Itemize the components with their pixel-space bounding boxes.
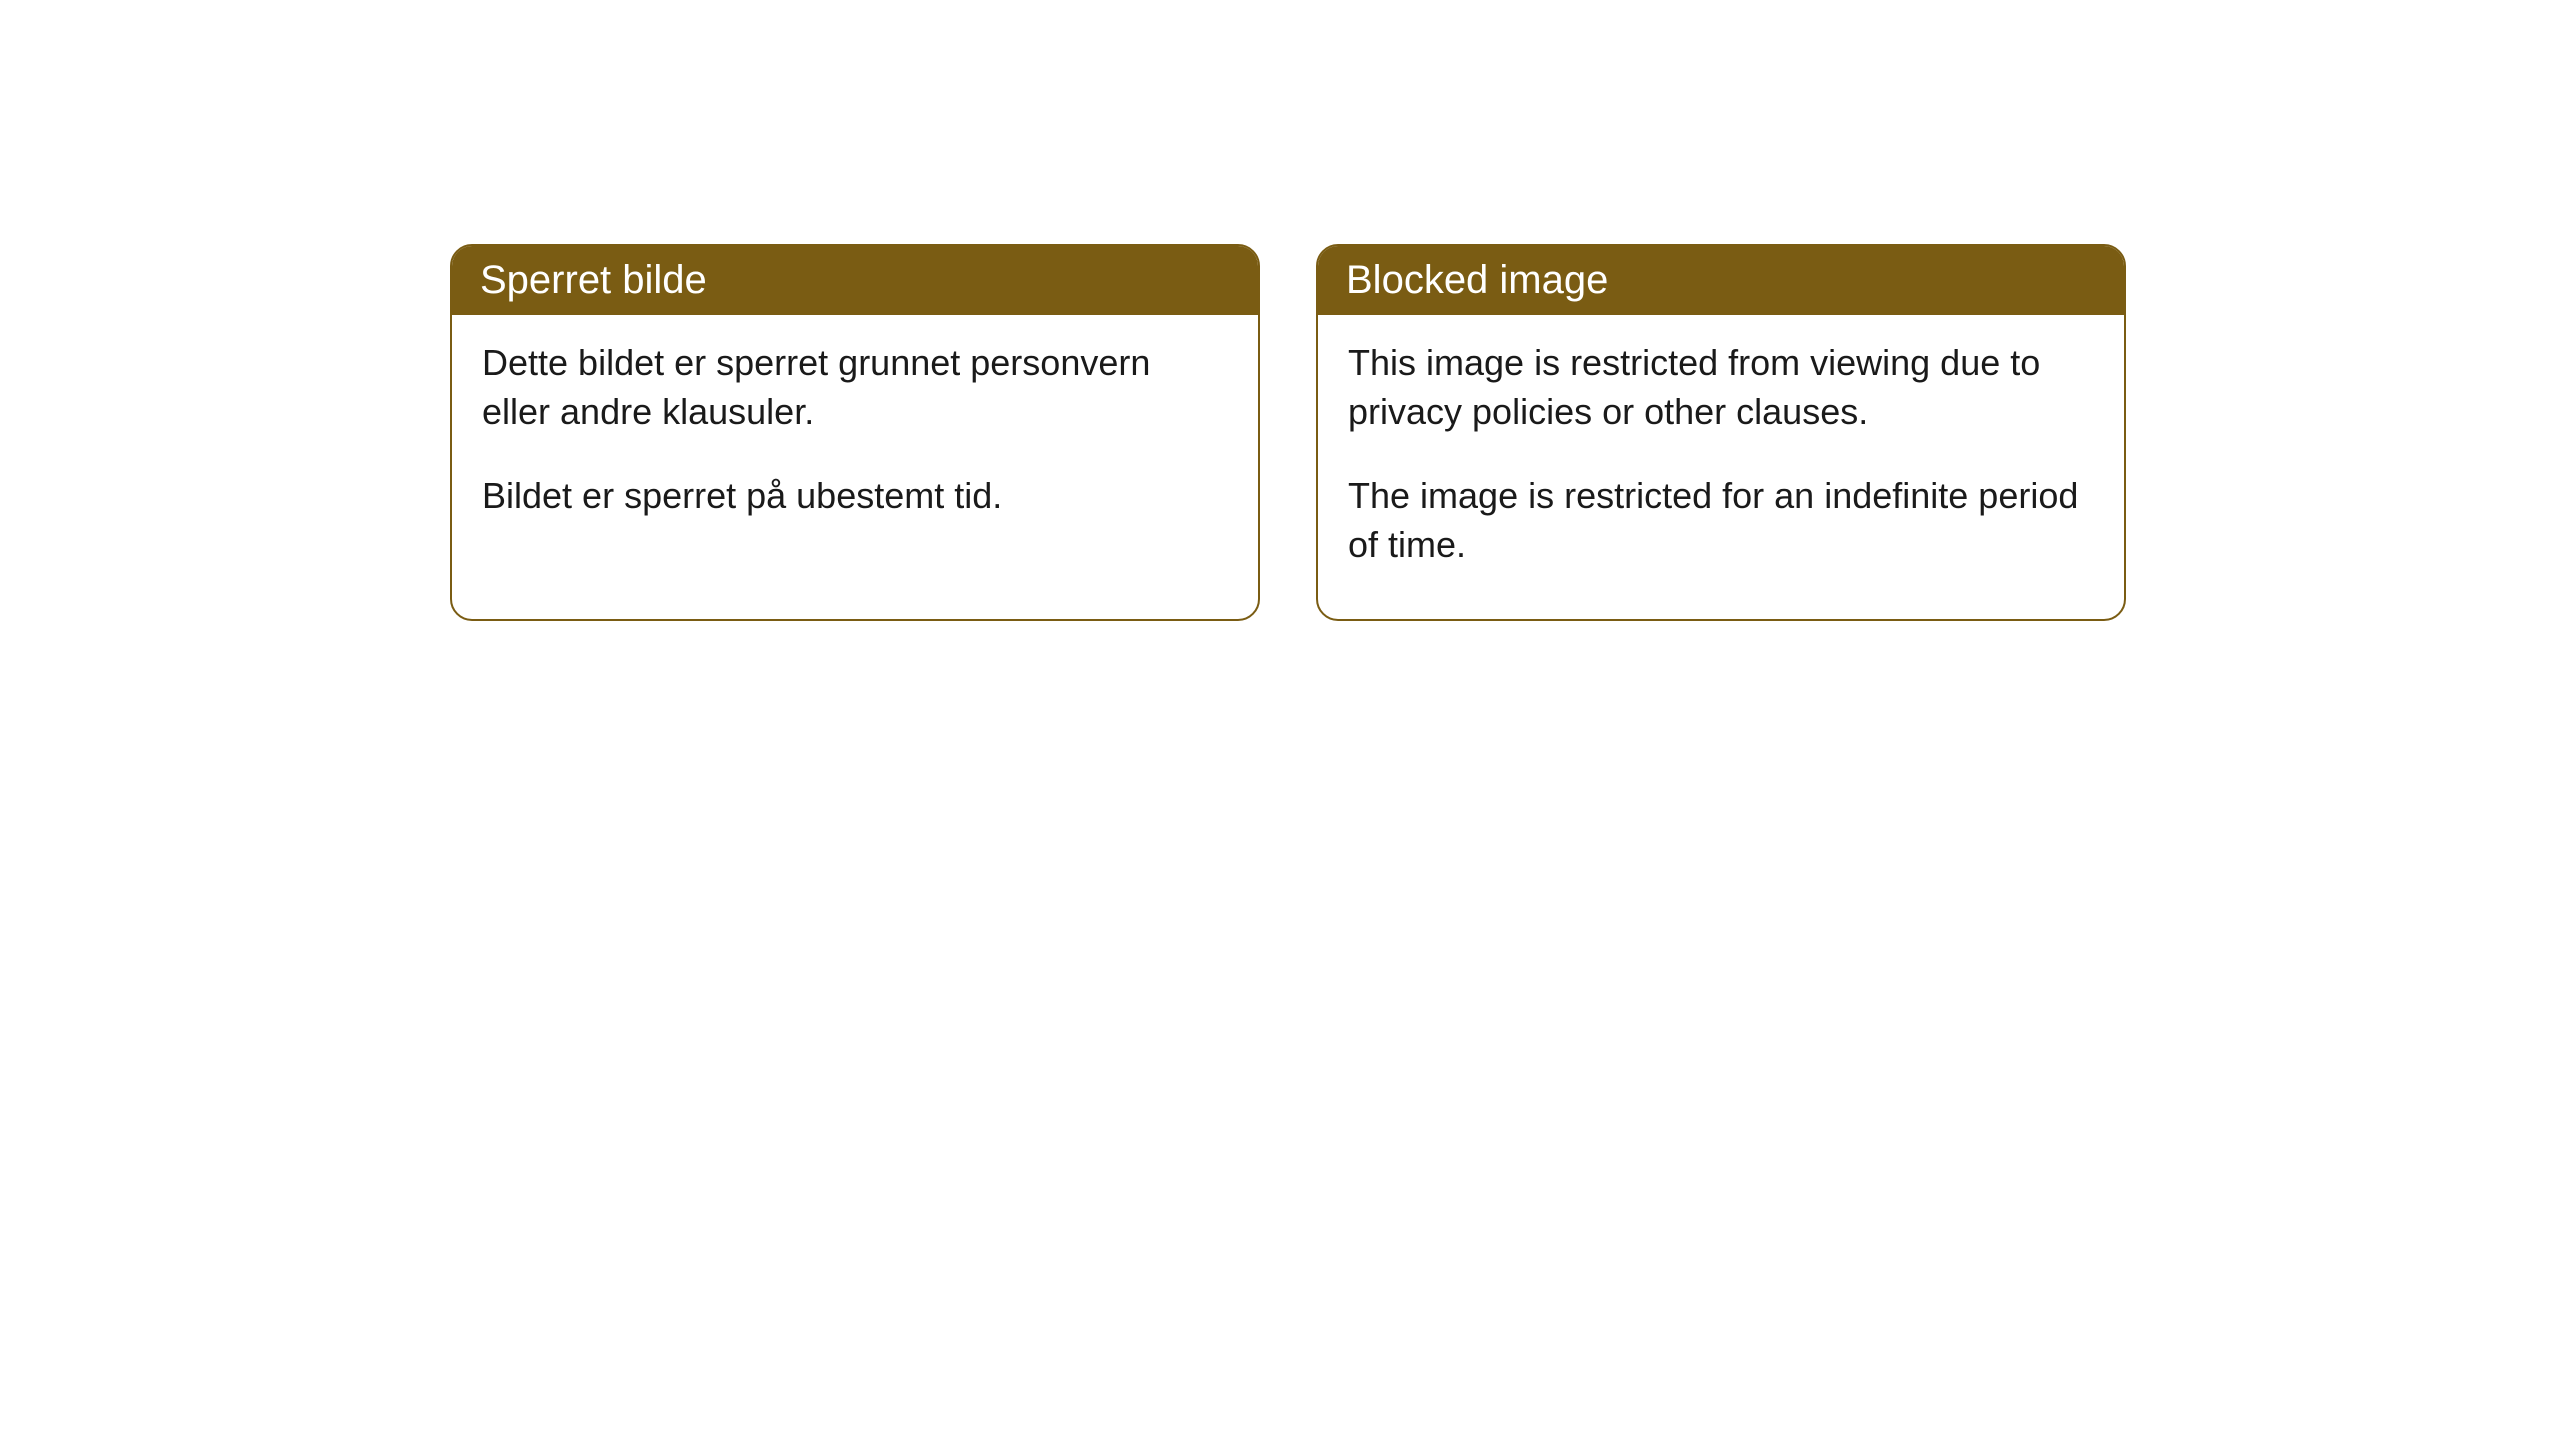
blocked-image-card-no: Sperret bilde Dette bildet er sperret gr… [450, 244, 1260, 621]
card-header: Blocked image [1318, 246, 2124, 315]
card-body: Dette bildet er sperret grunnet personve… [452, 315, 1258, 571]
card-paragraph: Bildet er sperret på ubestemt tid. [482, 472, 1228, 521]
card-body: This image is restricted from viewing du… [1318, 315, 2124, 619]
notice-container: Sperret bilde Dette bildet er sperret gr… [0, 0, 2560, 621]
card-paragraph: This image is restricted from viewing du… [1348, 339, 2094, 436]
card-paragraph: Dette bildet er sperret grunnet personve… [482, 339, 1228, 436]
blocked-image-card-en: Blocked image This image is restricted f… [1316, 244, 2126, 621]
card-header: Sperret bilde [452, 246, 1258, 315]
card-paragraph: The image is restricted for an indefinit… [1348, 472, 2094, 569]
